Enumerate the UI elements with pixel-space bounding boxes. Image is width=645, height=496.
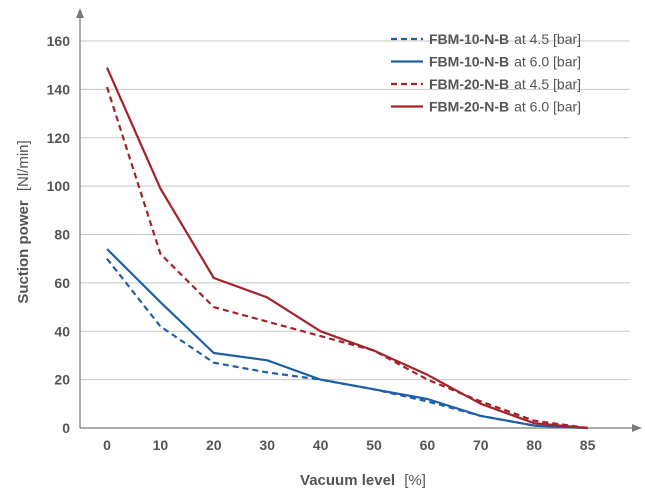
series-line-3 (105, 86, 588, 430)
legend-label: FBM-20-N-B at 4.5 [bar] (429, 76, 581, 92)
legend-label: FBM-10-N-B at 4.5 [bar] (429, 31, 581, 47)
legend-model: FBM-20-N-B (429, 76, 509, 92)
y-axis-title: Suction power [Nl/min] (15, 140, 32, 303)
legend-condition: at 4.5 [bar] (514, 31, 581, 47)
x-tick-label: 85 (580, 437, 596, 453)
y-axis-arrow (76, 8, 84, 18)
series-line-2 (106, 248, 588, 430)
x-axis-title: Vacuum level [%] (300, 472, 426, 489)
legend-model: FBM-20-N-B (429, 99, 509, 115)
x-tick-label: 50 (366, 437, 382, 453)
x-axis-title-unit: [%] (404, 472, 426, 489)
legend-label: FBM-20-N-B at 6.0 [bar] (429, 99, 581, 115)
legend: FBM-10-N-B at 4.5 [bar] FBM-10-N-B at 6.0 [… (391, 31, 581, 115)
y-axis-title-main: Suction power (15, 200, 32, 304)
series-lines (105, 67, 588, 430)
legend-label: FBM-10-N-B at 6.0 [bar] (429, 54, 581, 70)
x-tick-label: 20 (206, 437, 222, 453)
y-tick-label: 140 (47, 81, 71, 97)
y-tick-label: 0 (62, 420, 70, 436)
x-tick-label: 30 (259, 437, 275, 453)
x-tick-label: 40 (313, 437, 329, 453)
x-tick-label: 80 (526, 437, 542, 453)
x-axis-title-main: Vacuum level (300, 472, 395, 489)
grid-lines (80, 40, 630, 381)
y-tick-label: 100 (47, 178, 71, 194)
legend-condition: at 6.0 [bar] (514, 54, 581, 70)
x-tick-label: 10 (153, 437, 169, 453)
legend-model: FBM-10-N-B (429, 54, 509, 70)
y-tick-label: 60 (54, 275, 70, 291)
x-tick-label: 70 (473, 437, 489, 453)
legend-condition: at 6.0 [bar] (514, 99, 581, 115)
legend-model: FBM-10-N-B (429, 31, 509, 47)
series-line-4 (105, 67, 588, 430)
y-tick-label: 120 (47, 130, 71, 146)
x-tick-label: 0 (103, 437, 111, 453)
series-line-1 (106, 258, 588, 430)
x-tick-labels: 0 10 20 30 40 50 60 70 80 85 (103, 437, 595, 453)
axes (76, 8, 642, 432)
y-tick-labels: 0 20 40 60 80 100 120 140 160 (47, 33, 71, 436)
y-tick-label: 160 (47, 33, 71, 49)
y-axis-title-unit: [Nl/min] (15, 140, 32, 191)
x-tick-label: 60 (420, 437, 436, 453)
y-tick-label: 80 (54, 227, 70, 243)
legend-condition: at 4.5 [bar] (514, 76, 581, 92)
x-axis-arrow (632, 424, 642, 432)
y-tick-label: 40 (54, 323, 70, 339)
y-tick-label: 20 (54, 372, 70, 388)
